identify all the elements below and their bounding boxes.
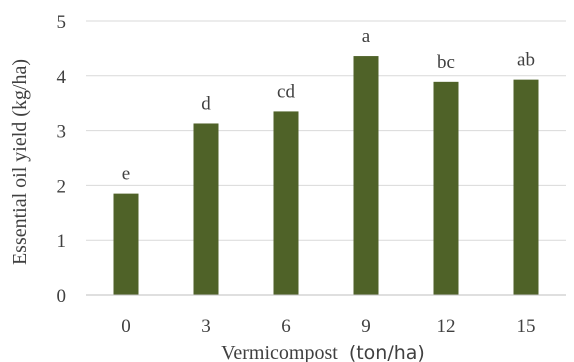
bar — [433, 81, 459, 295]
x-tick-label: 15 — [517, 316, 536, 337]
gridlines — [86, 20, 566, 241]
y-tick-label: 4 — [57, 67, 67, 88]
bar-significance-label: a — [362, 26, 371, 47]
bar — [513, 79, 539, 295]
x-tick-label: 12 — [437, 316, 456, 337]
x-tick-label: 0 — [121, 316, 131, 337]
y-tick-label: 3 — [57, 122, 67, 143]
bar-significance-label: bc — [437, 52, 455, 73]
bar-significance-label: ab — [517, 50, 535, 71]
y-tick-label: 5 — [57, 12, 67, 33]
bar-significance-label: cd — [277, 81, 295, 102]
x-axis-title: Vermicompost (ton/ha) — [221, 342, 425, 362]
x-axis-ticks: 0 3 6 9 12 15 — [121, 316, 535, 337]
bars — [113, 56, 539, 296]
bar — [193, 123, 219, 295]
y-axis-ticks: 0 1 2 3 4 5 — [57, 12, 67, 307]
x-axis-title-main: Vermicompost — [221, 342, 338, 362]
x-axis-title-unit: (ton/ha) — [349, 342, 425, 362]
bar — [353, 56, 379, 296]
bar-labels: e d cd a bc ab — [122, 26, 535, 185]
bar-significance-label: d — [201, 93, 211, 114]
y-tick-label: 1 — [57, 231, 67, 252]
y-axis-title: Essential oil yield (kg/ha) — [9, 59, 31, 265]
x-tick-label: 9 — [361, 316, 371, 337]
x-tick-label: 6 — [281, 316, 291, 337]
bar-significance-label: e — [122, 164, 130, 185]
x-tick-label: 3 — [201, 316, 211, 337]
bar — [113, 193, 139, 295]
bar — [273, 111, 299, 295]
y-tick-label: 2 — [57, 176, 67, 197]
y-tick-label: 0 — [57, 286, 67, 307]
